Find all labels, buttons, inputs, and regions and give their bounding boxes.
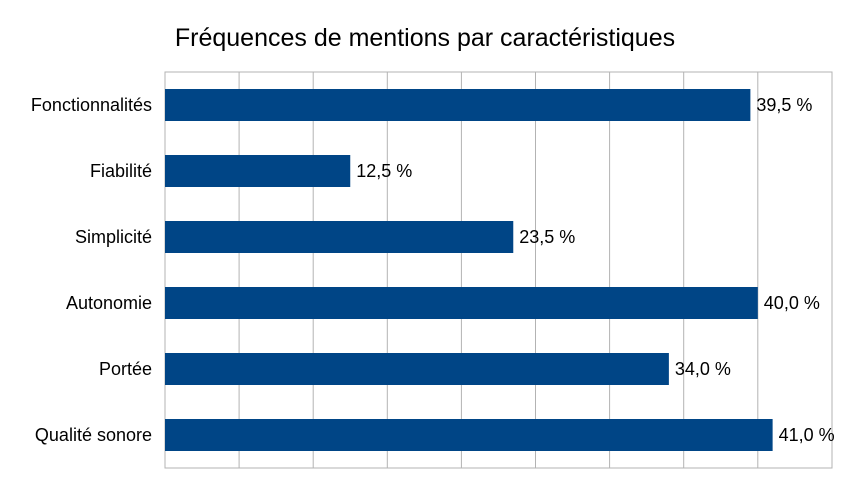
chart-title: Fréquences de mentions par caractéristiq…: [174, 24, 676, 52]
plot-area-frame: [164, 71, 833, 469]
value-label: 40,0 %: [764, 293, 820, 313]
gridlines: [238, 72, 759, 468]
bar: [165, 221, 514, 253]
category-label: Fiabilité: [90, 161, 152, 181]
category-label: Fonctionnalités: [31, 95, 152, 115]
value-label: 34,0 %: [675, 359, 731, 379]
category-label: Qualité sonore: [35, 425, 152, 445]
bar: [165, 353, 669, 385]
bar: [165, 155, 351, 187]
value-labels: 39,5 % 12,5 % 23,5 % 40,0 % 34,0 % 41,0 %: [356, 95, 834, 445]
category-labels: Fonctionnalités Fiabilité Simplicité Autono…: [31, 95, 152, 445]
value-label: 12,5 %: [356, 161, 412, 181]
category-label: Autonomie: [66, 293, 152, 313]
category-label: Simplicité: [75, 227, 152, 247]
bars: [165, 89, 773, 451]
value-label: 23,5 %: [519, 227, 575, 247]
value-label: 39,5 %: [756, 95, 812, 115]
bar: [165, 287, 758, 319]
category-label: Portée: [99, 359, 152, 379]
bar: [165, 89, 751, 121]
bar: [165, 419, 773, 451]
value-label: 41,0 %: [779, 425, 835, 445]
